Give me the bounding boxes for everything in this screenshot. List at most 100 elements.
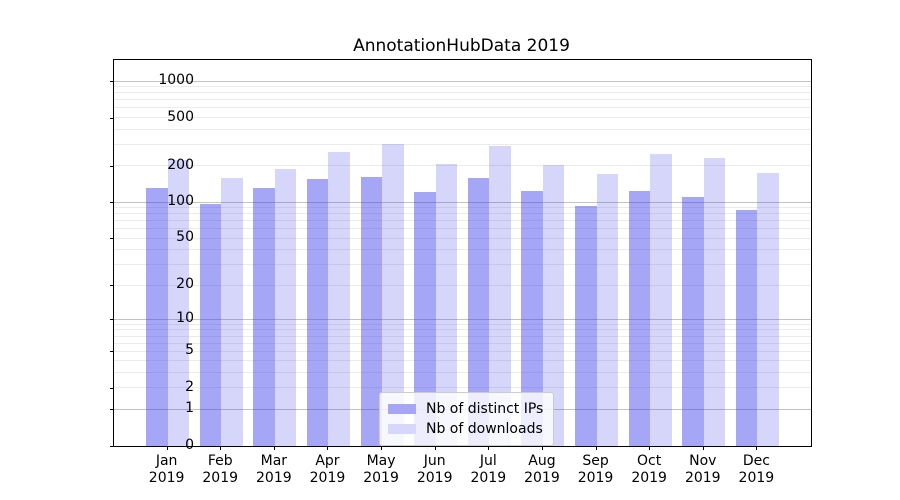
minor-gridline bbox=[114, 144, 811, 146]
x-tick-year: 2019 bbox=[470, 470, 507, 486]
bar-distinct-ips-sep bbox=[575, 206, 597, 446]
y-tick-label: 5 bbox=[185, 342, 194, 359]
minor-gridline bbox=[114, 264, 811, 266]
x-tick-year: 2019 bbox=[309, 470, 346, 486]
bar-distinct-ips-feb bbox=[199, 203, 222, 446]
chart-title: AnnotationHubData 2019 bbox=[353, 36, 570, 56]
minor-gridline bbox=[114, 99, 811, 101]
x-tick-label-apr: Apr 2019 bbox=[297, 453, 357, 487]
minor-gridline bbox=[114, 249, 811, 251]
legend-label: Nb of downloads bbox=[426, 421, 543, 437]
minor-gridline bbox=[114, 92, 811, 94]
y-tick-mark bbox=[110, 202, 114, 204]
y-tick-mark bbox=[110, 319, 114, 321]
minor-gridline bbox=[114, 350, 811, 352]
minor-gridline bbox=[114, 323, 811, 325]
bar-downloads-may bbox=[382, 144, 404, 446]
y-tick-mark bbox=[110, 165, 114, 167]
minor-gridline bbox=[114, 107, 811, 109]
minor-gridline bbox=[114, 372, 811, 374]
x-tick-mark bbox=[166, 446, 168, 450]
legend-item: Nb of distinct IPs bbox=[388, 399, 543, 419]
y-tick-label: 10 bbox=[176, 310, 194, 327]
minor-gridline bbox=[114, 128, 811, 130]
x-tick-mark bbox=[434, 446, 436, 450]
x-tick-year: 2019 bbox=[684, 470, 721, 486]
bar-downloads-jun bbox=[435, 163, 458, 446]
y-tick-label: 20 bbox=[176, 276, 194, 293]
bar-distinct-ips-aug bbox=[521, 190, 543, 446]
x-tick-mark bbox=[327, 446, 329, 450]
bar-downloads-apr bbox=[328, 152, 350, 446]
y-tick-label: 50 bbox=[176, 229, 194, 246]
major-gridline bbox=[114, 318, 811, 320]
y-tick-mark bbox=[110, 387, 114, 389]
y-tick-mark bbox=[110, 351, 114, 353]
bar-distinct-ips-nov bbox=[682, 197, 704, 446]
minor-gridline bbox=[114, 207, 811, 209]
bar-downloads-jul bbox=[489, 146, 511, 446]
minor-gridline bbox=[114, 86, 811, 88]
major-gridline bbox=[114, 201, 811, 203]
y-tick-mark bbox=[110, 238, 114, 240]
x-tick-label-jul: Jul 2019 bbox=[458, 453, 518, 487]
x-tick-mark bbox=[220, 446, 222, 450]
x-tick-mark bbox=[595, 446, 597, 450]
x-tick-year: 2019 bbox=[148, 470, 185, 486]
legend-item: Nb of downloads bbox=[388, 419, 543, 439]
minor-gridline bbox=[114, 213, 811, 215]
minor-gridline bbox=[114, 284, 811, 286]
x-tick-year: 2019 bbox=[416, 470, 453, 486]
minor-gridline bbox=[114, 117, 811, 119]
x-tick-mark bbox=[381, 446, 383, 450]
bar-distinct-ips-may bbox=[360, 176, 383, 446]
minor-gridline bbox=[114, 165, 811, 167]
y-tick-label: 500 bbox=[167, 108, 194, 125]
x-tick-mark bbox=[273, 446, 275, 450]
minor-gridline bbox=[114, 387, 811, 389]
x-tick-mark bbox=[488, 446, 490, 450]
x-tick-label-sep: Sep 2019 bbox=[566, 453, 626, 487]
bar-distinct-ips-dec bbox=[735, 209, 758, 446]
plot-area bbox=[110, 59, 812, 447]
x-tick-label-aug: Aug 2019 bbox=[512, 453, 572, 487]
bar-distinct-ips-jul bbox=[467, 177, 490, 446]
y-tick-label: 100 bbox=[167, 193, 194, 210]
bar-downloads-aug bbox=[542, 164, 565, 446]
x-tick-year: 2019 bbox=[363, 470, 399, 486]
legend: Nb of distinct IPs Nb of downloads bbox=[379, 392, 555, 446]
x-tick-year: 2019 bbox=[256, 470, 292, 486]
legend-swatch bbox=[388, 404, 416, 414]
bar-downloads-oct bbox=[650, 153, 672, 446]
x-tick-year: 2019 bbox=[524, 470, 560, 486]
y-tick-label: 0 bbox=[185, 437, 194, 453]
bar-downloads-sep bbox=[596, 173, 618, 446]
bar-distinct-ips-mar bbox=[253, 187, 275, 446]
x-tick-mark bbox=[541, 446, 543, 450]
minor-gridline bbox=[114, 228, 811, 230]
bar-downloads-nov bbox=[703, 157, 726, 446]
minor-gridline bbox=[114, 360, 811, 362]
x-tick-label-feb: Feb 2019 bbox=[190, 453, 250, 487]
y-tick-mark bbox=[110, 285, 114, 287]
bar-downloads-feb bbox=[221, 177, 243, 446]
y-tick-mark bbox=[110, 81, 114, 83]
minor-gridline bbox=[114, 329, 811, 331]
major-gridline bbox=[114, 80, 811, 82]
x-tick-mark bbox=[702, 446, 704, 450]
bar-distinct-ips-jun bbox=[414, 191, 436, 446]
x-tick-label-oct: Oct 2019 bbox=[619, 453, 679, 487]
legend-swatch bbox=[388, 424, 416, 434]
bar-downloads-dec bbox=[757, 172, 779, 446]
y-tick-mark bbox=[110, 409, 114, 411]
x-tick-label-nov: Nov 2019 bbox=[673, 453, 733, 487]
x-tick-label-may: May 2019 bbox=[351, 453, 411, 487]
x-tick-year: 2019 bbox=[738, 470, 775, 486]
x-tick-year: 2019 bbox=[202, 470, 239, 486]
y-tick-label: 1000 bbox=[158, 72, 194, 89]
x-tick-label-jan: Jan 2019 bbox=[137, 453, 197, 487]
bar-distinct-ips-jan bbox=[146, 187, 168, 446]
bar-distinct-ips-apr bbox=[307, 179, 329, 446]
y-tick-label: 1 bbox=[185, 400, 194, 417]
